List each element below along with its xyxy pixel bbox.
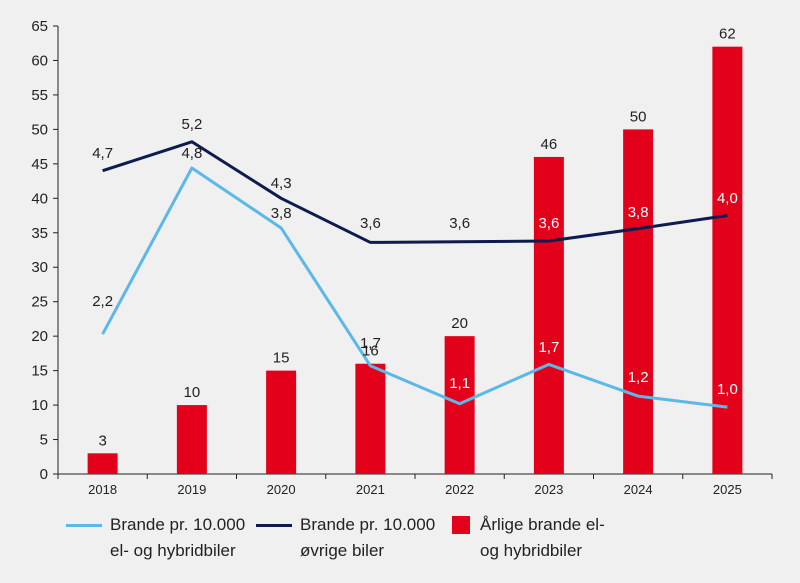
bar-value-label: 3 [98, 432, 106, 449]
x-tick-label: 2019 [177, 482, 206, 497]
x-tick-label: 2025 [713, 482, 742, 497]
x-tick-label: 2024 [624, 482, 653, 497]
dark-line-value-label: 4,3 [271, 175, 292, 192]
dark-line-value-label: 3,6 [360, 215, 381, 232]
x-tick-label: 2018 [88, 482, 117, 497]
dark-line-value-label: 3,6 [449, 215, 470, 232]
bar-2021 [355, 363, 386, 474]
x-axis: 2018 2019 2020 2021 2022 2023 2024 2025 [57, 473, 773, 497]
bar-value-label: 46 [541, 136, 558, 153]
y-tick-label: 60 [31, 52, 48, 69]
y-tick-label: 10 [31, 397, 48, 414]
y-tick-label: 35 [31, 225, 48, 242]
bar-2024 [623, 129, 654, 474]
y-tick-label: 5 [40, 432, 48, 449]
light-line-value-label: 1,7 [538, 339, 559, 356]
bar-2020 [266, 370, 297, 474]
y-tick-label: 65 [31, 18, 48, 35]
y-tick-label: 25 [31, 294, 48, 311]
line-oevrige [102, 140, 728, 244]
dark-line-value-label: 4,0 [717, 190, 738, 207]
y-tick-label: 20 [31, 328, 48, 345]
y-tick-label: 0 [40, 466, 48, 483]
bar-value-label: 15 [273, 350, 290, 367]
bar-series [87, 46, 743, 475]
bar-2023 [533, 156, 564, 474]
bar-value-label: 62 [719, 26, 736, 43]
y-tick-label: 15 [31, 363, 48, 380]
x-tick-label: 2023 [534, 482, 563, 497]
y-tick-label: 45 [31, 156, 48, 173]
y-axis: 0 5 10 15 20 25 30 35 40 45 50 55 60 65 [31, 18, 59, 483]
light-line-value-label: 3,8 [271, 205, 292, 222]
bar-value-label: 20 [451, 315, 468, 332]
light-line-value-label: 4,8 [181, 145, 202, 162]
dark-line-value-label: 5,2 [181, 116, 202, 133]
dark-line-value-label: 3,6 [538, 215, 559, 232]
line-series [101, 140, 728, 409]
bar-value-label: 50 [630, 108, 647, 125]
light-line-value-label: 1,0 [717, 381, 738, 398]
light-line-value-label: 1,2 [628, 369, 649, 386]
y-tick-label: 50 [31, 121, 48, 138]
dark-line-value-label: 3,8 [628, 204, 649, 221]
dark-line-value-label: 4,7 [92, 145, 113, 162]
bar-value-label: 10 [184, 384, 201, 401]
light-line-value-label: 2,2 [92, 293, 113, 310]
y-tick-label: 55 [31, 87, 48, 104]
x-tick-label: 2022 [445, 482, 474, 497]
bar-2025 [712, 46, 743, 475]
y-tick-label: 30 [31, 259, 48, 276]
light-line-value-label: 1,7 [360, 335, 381, 352]
x-tick-label: 2020 [267, 482, 296, 497]
light-line-value-label: 1,1 [449, 375, 470, 392]
y-tick-label: 40 [31, 190, 48, 207]
data-labels: 3 10 15 16 20 46 50 62 4,7 5,2 4,3 3,6 3,6 3,6 3,8 4,0 2… [92, 26, 738, 450]
line-el-hybrid [101, 166, 728, 409]
bar-value-label: 16 [362, 343, 379, 360]
bar-2019 [176, 405, 207, 474]
bar-2018 [87, 453, 118, 474]
x-tick-label: 2021 [356, 482, 385, 497]
